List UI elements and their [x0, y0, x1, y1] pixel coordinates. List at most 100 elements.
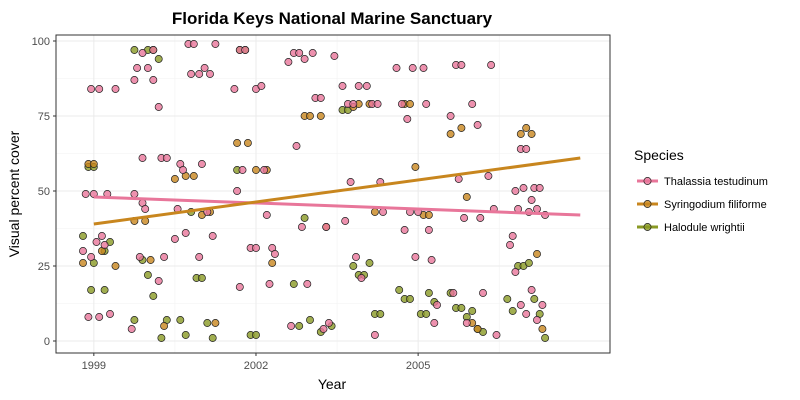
data-point — [84, 313, 93, 321]
data-point — [138, 49, 147, 57]
data-point — [265, 280, 274, 288]
data-point — [433, 301, 441, 309]
data-point — [87, 286, 96, 294]
data-point — [379, 208, 387, 216]
data-point — [422, 310, 431, 318]
data-point — [154, 277, 163, 285]
data-point — [524, 259, 533, 267]
data-point — [533, 316, 541, 324]
data-point — [349, 262, 358, 270]
data-point — [503, 295, 512, 303]
data-point — [341, 217, 350, 225]
data-point — [354, 82, 363, 90]
data-point — [506, 241, 514, 249]
data-point — [170, 235, 179, 243]
data-point — [508, 232, 517, 240]
data-point — [530, 295, 539, 303]
data-point — [319, 325, 328, 333]
data-point — [362, 82, 371, 90]
data-point — [419, 64, 428, 72]
data-point — [130, 190, 139, 198]
data-point — [454, 175, 463, 183]
data-point — [346, 178, 355, 186]
data-point — [189, 172, 198, 180]
legend-key-point — [643, 177, 652, 185]
legend: Species Thalassia testudinum Syringodium … — [634, 147, 768, 234]
data-point — [87, 253, 96, 261]
data-point — [241, 46, 250, 54]
data-point — [411, 253, 420, 261]
data-point — [149, 46, 158, 54]
chart-title: Florida Keys National Marine Sanctuary — [172, 9, 493, 28]
data-point — [476, 214, 485, 222]
data-point — [316, 112, 325, 120]
legend-title: Species — [634, 147, 684, 163]
data-point — [287, 322, 296, 330]
data-point — [89, 160, 98, 168]
data-point — [149, 76, 158, 84]
data-point — [533, 250, 541, 258]
data-point — [527, 286, 536, 294]
data-point — [519, 184, 528, 192]
data-point — [357, 274, 366, 282]
data-point — [424, 211, 433, 219]
data-point — [295, 49, 304, 57]
data-point — [127, 325, 136, 333]
data-point — [446, 130, 455, 138]
data-point — [284, 58, 293, 66]
data-point — [79, 232, 87, 240]
data-point — [257, 82, 266, 90]
data-point — [270, 250, 279, 258]
data-point — [446, 112, 455, 120]
data-point — [424, 289, 433, 297]
data-point — [106, 310, 114, 318]
y-tick-label: 25 — [38, 261, 50, 273]
data-point — [138, 154, 147, 162]
data-point — [400, 226, 409, 234]
data-point — [376, 310, 385, 318]
data-point — [406, 100, 414, 108]
data-point — [430, 319, 439, 327]
data-point — [252, 331, 260, 339]
data-point — [260, 166, 269, 174]
data-point — [492, 331, 501, 339]
data-point — [187, 70, 196, 78]
data-point — [370, 331, 379, 339]
data-point — [462, 319, 471, 327]
data-point — [300, 214, 309, 222]
data-point — [457, 61, 466, 69]
data-point — [352, 253, 360, 261]
data-point — [268, 259, 277, 267]
data-point — [203, 319, 212, 327]
data-point — [397, 100, 406, 108]
data-point — [135, 253, 144, 261]
data-point — [408, 64, 417, 72]
data-point — [197, 160, 206, 168]
data-point — [511, 187, 520, 195]
data-point — [403, 115, 412, 123]
data-point — [303, 280, 312, 288]
data-point — [157, 334, 166, 342]
data-point — [511, 268, 520, 276]
data-point — [449, 289, 458, 297]
y-tick-label: 75 — [38, 111, 50, 123]
y-tick-label: 100 — [32, 36, 50, 48]
data-point — [233, 139, 242, 147]
plot-area: 0 25 50 75 100 1999 2002 2005 — [32, 34, 611, 372]
data-point — [179, 166, 187, 174]
data-point — [170, 175, 179, 183]
data-point — [154, 103, 163, 111]
data-point — [79, 259, 87, 267]
data-point — [233, 187, 242, 195]
data-point — [424, 226, 433, 234]
data-point — [427, 256, 436, 264]
data-point — [130, 46, 139, 54]
data-point — [230, 85, 239, 93]
series-points — [79, 40, 550, 339]
x-tick-label: 1999 — [82, 360, 106, 372]
y-tick-label: 50 — [38, 186, 50, 198]
data-point — [522, 124, 531, 132]
legend-key-point — [643, 200, 652, 208]
data-point — [322, 223, 331, 231]
